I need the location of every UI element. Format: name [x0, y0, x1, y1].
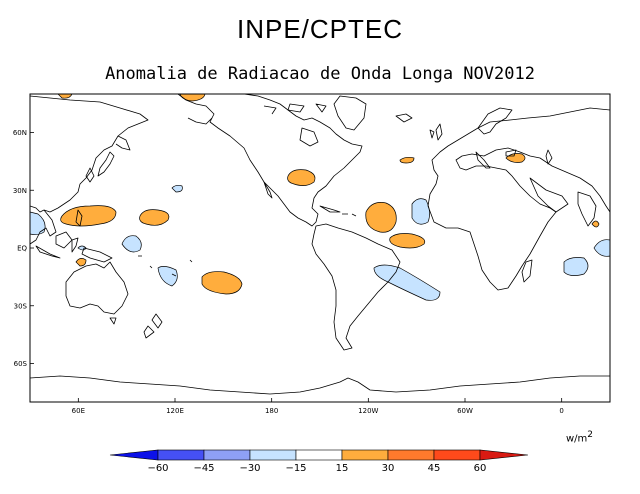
negative-anomaly-area [593, 239, 610, 257]
indonesia-coastline [35, 245, 61, 259]
alaska-coastline [187, 117, 213, 125]
arabia-coastline [529, 177, 569, 213]
baja-coastline [263, 181, 273, 199]
lon-tick-label: 180 [265, 407, 278, 415]
italy-coastline [475, 151, 491, 169]
colorbar-label: −60 [147, 463, 168, 474]
axis-ticks: 60N 30N EQ 30S 60S 120E 180 120W 60W 0 60E [13, 129, 564, 415]
colorbar-label: 15 [336, 463, 349, 474]
lon-tick-label: 60E [72, 407, 85, 415]
pacific-islands [138, 255, 193, 277]
caribbean-islands [342, 213, 357, 217]
philippines-coastline [75, 209, 83, 227]
units-label: w/m2 [566, 430, 593, 444]
negative-anomaly-area [121, 235, 142, 253]
lat-tick-label: 60N [13, 129, 27, 137]
kamchatka-coastline [115, 135, 131, 151]
negative-anomaly-area [411, 198, 430, 225]
colorbar-label: −45 [193, 463, 214, 474]
colorbar-label: −30 [239, 463, 260, 474]
colorbar-label: 30 [382, 463, 395, 474]
negative-anomaly-area [373, 264, 441, 301]
lon-tick-label: 60W [457, 407, 473, 415]
sulawesi-coastline [71, 237, 79, 253]
coastlines [30, 94, 610, 395]
units-exponent: 2 [587, 430, 594, 440]
indochina-coastline [30, 209, 57, 245]
cuba-coastline [319, 205, 341, 213]
arctic-islands [263, 103, 327, 115]
colorbar-swatch [109, 449, 159, 461]
lon-tick-label: 0 [559, 407, 563, 415]
north-america-coastline [177, 94, 363, 227]
page-title: INPE/CPTEC [236, 14, 404, 44]
colorbar-swatch [295, 449, 343, 461]
colorbar: −60 −45 −30 −15 15 30 45 60 [109, 449, 529, 474]
units-base: w/m [566, 433, 588, 445]
new-zealand-coastline [151, 313, 163, 329]
greenland-coastline [333, 95, 367, 131]
iceland-coastline [395, 113, 413, 123]
positive-anomaly-area [591, 220, 600, 228]
positive-anomaly-areas [57, 94, 600, 295]
map-background [30, 94, 610, 402]
british-isles-coastline [429, 123, 443, 141]
colorbar-label: 45 [428, 463, 441, 474]
colorbar-swatch [249, 449, 297, 461]
south-america-coastline [311, 223, 401, 351]
new-zealand-coastline [143, 325, 155, 339]
australia-coastline [65, 261, 129, 315]
negative-anomaly-area [30, 211, 46, 236]
colorbar-swatch [341, 449, 389, 461]
colorbar-label: −15 [285, 463, 306, 474]
positive-anomaly-area [201, 271, 243, 295]
positive-anomaly-area [60, 205, 117, 227]
colorbar-swatch [479, 449, 529, 461]
lat-tick-label: 30S [14, 302, 28, 310]
colorbar-swatch [433, 449, 481, 461]
negative-anomaly-areas [30, 184, 610, 301]
map-subtitle: Anomalia de Radiacao de Onda Longa NOV20… [105, 64, 535, 84]
europe-africa-coastline [427, 107, 610, 291]
negative-anomaly-area [171, 184, 183, 193]
new-guinea-coastline [81, 247, 113, 263]
korea-coastline [85, 167, 95, 183]
lon-tick-label: 120E [166, 407, 184, 415]
colorbar-swatch [157, 449, 205, 461]
asia-coastline [30, 95, 149, 213]
india-coastline [577, 191, 597, 227]
scandinavia-coastline [477, 107, 513, 135]
colorbar-swatch [203, 449, 251, 461]
colorbar-swatch [387, 449, 435, 461]
hudson-bay-coastline [299, 127, 319, 147]
madagascar-coastline [521, 259, 533, 283]
lon-tick-label: 120W [358, 407, 378, 415]
positive-anomaly-area [139, 209, 170, 226]
tasmania-coastline [109, 317, 117, 325]
lat-tick-label: 30N [13, 187, 27, 195]
colorbar-label: 60 [474, 463, 487, 474]
japan-coastline [97, 151, 115, 177]
positive-anomaly-area [389, 233, 426, 249]
positive-anomaly-area [365, 202, 397, 233]
borneo-coastline [55, 231, 73, 249]
inland-seas [505, 149, 553, 165]
lat-tick-label: EQ [17, 245, 27, 253]
lat-tick-label: 60S [14, 360, 28, 368]
positive-anomaly-area [75, 258, 87, 267]
antarctica-coastline [30, 375, 610, 395]
negative-anomaly-area [157, 266, 178, 287]
positive-anomaly-area [287, 169, 316, 186]
negative-anomaly-area [563, 257, 589, 276]
positive-anomaly-area [399, 156, 415, 164]
